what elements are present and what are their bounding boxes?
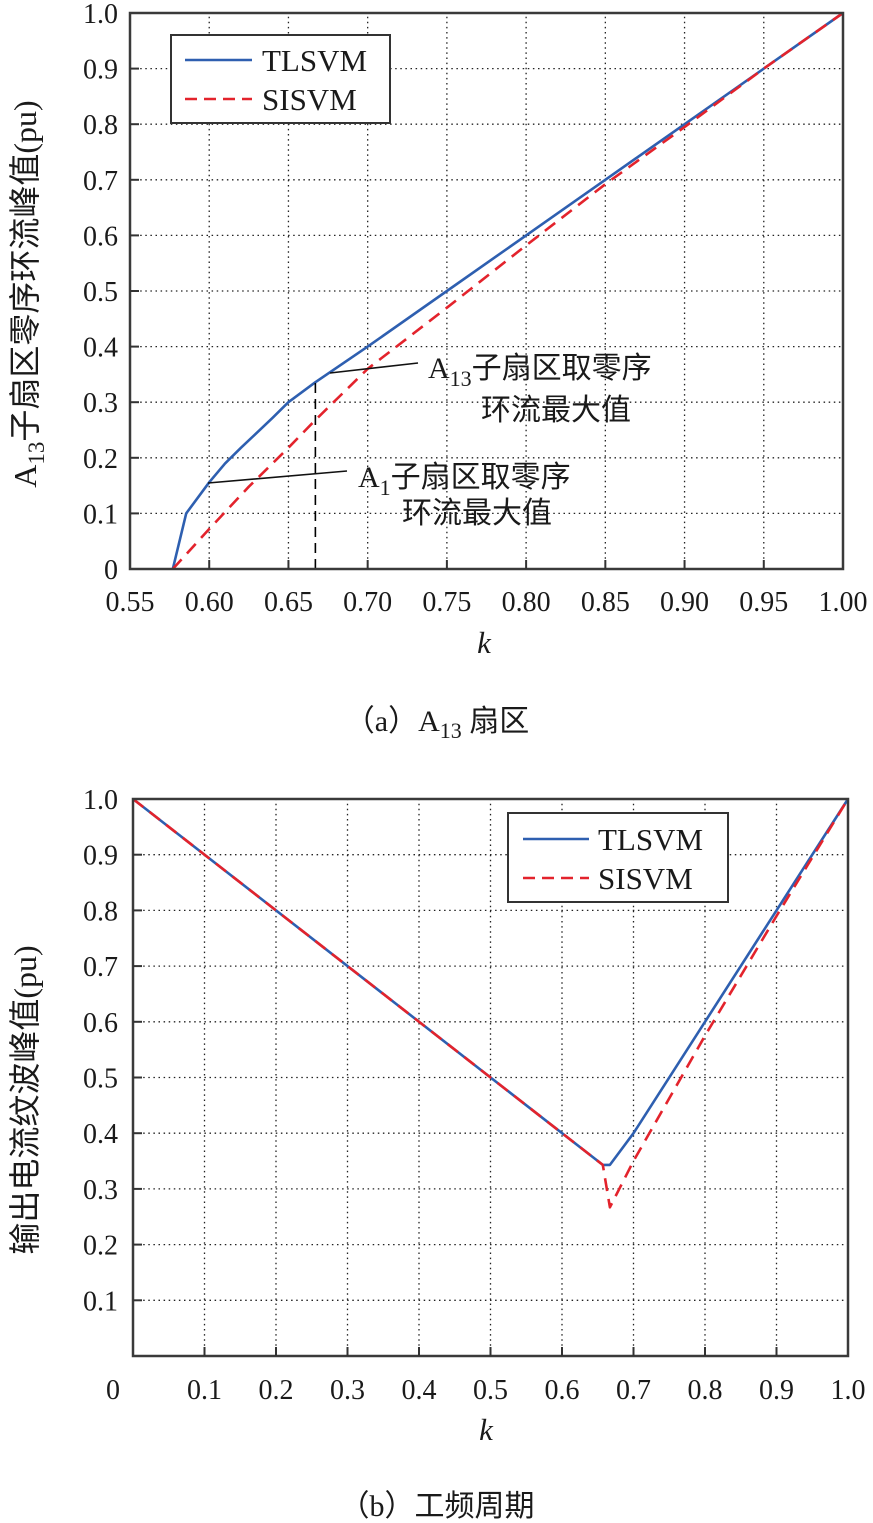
- legend-label-tlsvm: TLSVM: [598, 822, 703, 857]
- x-tick-label: 1.0: [831, 1375, 866, 1406]
- y-tick-label: 0.6: [83, 1008, 118, 1039]
- y-tick-label: 0.4: [83, 333, 118, 364]
- annotation-a1-line2: 环流最大值: [402, 497, 552, 530]
- chart-b-caption: （b）工频周期: [340, 1490, 535, 1523]
- y-tick-label: 0.8: [83, 896, 118, 927]
- y-tick-label: 0.7: [83, 166, 118, 197]
- x-tick-label: 0: [106, 1375, 120, 1406]
- chart-b-series: [132, 797, 850, 1209]
- y-tick-label: 0.7: [83, 952, 118, 983]
- x-tick-label: 0.1: [187, 1375, 222, 1406]
- x-tick-label: 0.60: [185, 587, 234, 618]
- chart-b-legend: TLSVM SISVM: [507, 812, 729, 903]
- x-tick-label: 0.75: [422, 587, 471, 618]
- annotation-a13-line2: 环流最大值: [481, 394, 631, 427]
- x-tick-label: 0.6: [545, 1375, 580, 1406]
- y-tick-label: 0.2: [83, 444, 118, 475]
- series-sisvm-line: [171, 11, 844, 570]
- chart-b: 0 0.1 0.2 0.3 0.4 0.5 0.6 0.7 0.8 0.9 1.0 0.1 0.2 0.3…: [7, 785, 866, 1523]
- x-tick-label: 0.65: [264, 587, 313, 618]
- chart-b-ticks: [133, 853, 778, 1356]
- y-tick-label: 0.5: [83, 1064, 118, 1095]
- chart-a-x-axis-title: k: [477, 625, 492, 660]
- chart-a-y-axis-title: A13子扇区零序环流峰值(pu): [7, 100, 49, 487]
- y-tick-label: 0.2: [83, 1231, 118, 1262]
- x-tick-label: 0.2: [259, 1375, 294, 1406]
- annotation-a1-line1: A1子扇区取零序: [358, 461, 571, 500]
- x-tick-label: 0.3: [330, 1375, 365, 1406]
- y-tick-label: 1.0: [83, 0, 118, 30]
- x-tick-label: 0.55: [106, 587, 155, 618]
- legend-label-tlsvm: TLSVM: [262, 43, 367, 78]
- x-tick-label: 0.70: [343, 587, 392, 618]
- x-tick-label: 0.7: [616, 1375, 651, 1406]
- y-tick-label: 0.9: [83, 841, 118, 872]
- y-tick-label: 0.8: [83, 110, 118, 141]
- y-tick-label: 0.5: [83, 277, 118, 308]
- y-tick-label: 0.4: [83, 1119, 118, 1150]
- chart-a-legend: TLSVM SISVM: [170, 34, 391, 124]
- x-tick-label: 0.85: [581, 587, 630, 618]
- y-tick-label: 0.3: [83, 1175, 118, 1206]
- x-tick-label: 0.80: [502, 587, 551, 618]
- series-sisvm-line: [132, 797, 850, 1209]
- x-tick-label: 0.5: [473, 1375, 508, 1406]
- legend-label-sisvm: SISVM: [598, 861, 693, 896]
- chart-a-caption: （a）A13 扇区: [345, 705, 529, 743]
- y-tick-label: 0.3: [83, 388, 118, 419]
- chart-a-annotations: A13子扇区取零序 环流最大值 A1子扇区取零序 环流最大值: [207, 352, 652, 530]
- y-tick-label: 0.1: [83, 1286, 118, 1317]
- annotation-leader-a1: [207, 470, 348, 484]
- annotation-a13-line1: A13子扇区取零序: [428, 352, 652, 391]
- annotation-leader-a13: [329, 362, 419, 374]
- chart-a-series: [171, 11, 844, 570]
- x-tick-label: 0.4: [402, 1375, 437, 1406]
- x-tick-label: 0.9: [759, 1375, 794, 1406]
- x-tick-label: 1.00: [819, 587, 868, 618]
- series-tlsvm-line: [171, 11, 844, 570]
- x-tick-label: 0.95: [739, 587, 788, 618]
- chart-a: 0.55 0.60 0.65 0.70 0.75 0.80 0.85 0.90 0.95 1.00…: [7, 0, 868, 743]
- legend-box: [170, 34, 391, 124]
- chart-b-y-axis-title: 输出电流纹波峰值(pu): [7, 945, 43, 1254]
- chart-a-ticks: [130, 67, 765, 569]
- y-tick-label: 0: [104, 555, 118, 586]
- chart-a-tick-labels: 0.55 0.60 0.65 0.70 0.75 0.80 0.85 0.90 0.95 1.00…: [83, 0, 868, 618]
- x-tick-label: 0.90: [660, 587, 709, 618]
- y-tick-label: 1.0: [83, 785, 118, 816]
- x-tick-label: 0.8: [688, 1375, 723, 1406]
- y-tick-label: 0.9: [83, 55, 118, 86]
- legend-box: [507, 812, 729, 903]
- y-tick-label: 0.1: [83, 499, 118, 530]
- chart-b-x-axis-title: k: [479, 1412, 494, 1447]
- y-tick-label: 0.6: [83, 221, 118, 252]
- chart-b-tick-labels: 0 0.1 0.2 0.3 0.4 0.5 0.6 0.7 0.8 0.9 1.0 0.1 0.2 0.3…: [83, 785, 866, 1406]
- legend-label-sisvm: SISVM: [262, 82, 357, 117]
